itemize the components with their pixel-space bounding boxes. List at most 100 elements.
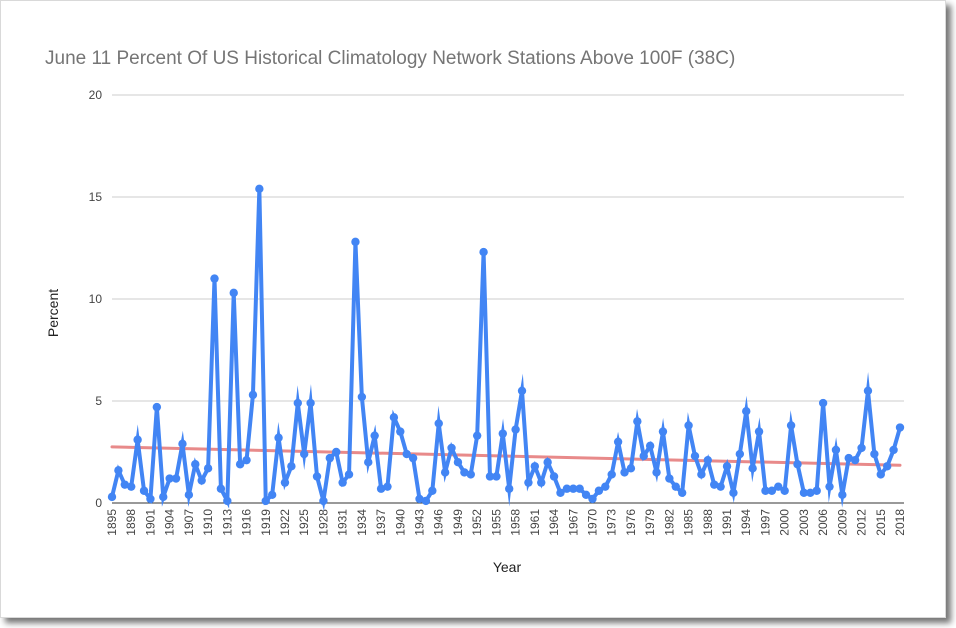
data-point — [818, 398, 828, 408]
x-tick-label: 1955 — [489, 509, 503, 536]
data-point — [511, 425, 520, 434]
data-point — [569, 484, 578, 493]
x-tick-label: 2012 — [855, 509, 869, 536]
y-tick-label: 15 — [89, 190, 103, 204]
data-point — [870, 449, 879, 459]
x-tick-label: 1928 — [316, 509, 330, 536]
data-point — [677, 488, 687, 497]
data-point — [127, 482, 136, 491]
data-point — [216, 484, 226, 493]
data-point — [466, 470, 475, 479]
data-point — [203, 464, 213, 473]
data-point — [742, 407, 751, 416]
data-point — [159, 492, 168, 502]
data-point — [235, 460, 245, 469]
data-point — [357, 392, 367, 402]
data-point — [684, 421, 693, 430]
data-point — [229, 288, 238, 298]
data-point — [139, 486, 149, 495]
y-tick-label: 10 — [89, 292, 103, 306]
data-point — [389, 413, 399, 422]
data-point — [786, 421, 796, 430]
data-point — [191, 460, 200, 469]
x-tick-label: 1988 — [701, 509, 715, 536]
data-point — [722, 462, 732, 471]
x-tick-label: 1922 — [278, 509, 292, 536]
data-point — [434, 419, 443, 428]
data-point — [620, 468, 629, 477]
x-tick-label: 2003 — [797, 509, 811, 536]
data-point — [697, 470, 706, 479]
data-point — [517, 386, 527, 395]
x-tick-label: 2018 — [893, 509, 907, 536]
x-tick-label: 1961 — [528, 509, 542, 536]
data-point — [178, 439, 187, 449]
data-point — [485, 472, 495, 481]
data-point — [850, 455, 860, 465]
data-point — [364, 458, 373, 467]
x-tick-label: 1895 — [105, 509, 119, 536]
data-point — [838, 490, 847, 500]
data-point — [882, 462, 892, 471]
data-point — [223, 496, 232, 506]
data-point — [537, 478, 546, 487]
x-tick-label: 1910 — [201, 509, 215, 536]
data-point — [645, 441, 655, 451]
data-point — [498, 429, 507, 438]
data-point — [613, 437, 623, 446]
gridlines — [112, 94, 904, 504]
x-tick-label: 2009 — [835, 509, 849, 536]
data-point — [383, 482, 392, 491]
x-tick-label: 1952 — [470, 509, 484, 536]
data-point — [652, 468, 661, 477]
data-point — [146, 494, 155, 504]
data-point — [588, 494, 597, 504]
data-point — [472, 431, 482, 440]
data-point — [338, 478, 347, 487]
data-point — [312, 472, 322, 481]
x-axis-ticks: 1895 1898 1901 1904 1907 1910 1913 1916 1919 1922… — [105, 509, 907, 536]
x-tick-label: 1976 — [624, 509, 638, 536]
data-point — [735, 449, 745, 459]
x-tick-label: 1973 — [605, 509, 619, 536]
data-point — [440, 468, 450, 477]
data-point — [524, 478, 533, 487]
data-point — [408, 453, 418, 463]
data-point — [549, 472, 559, 481]
data-point — [299, 449, 309, 459]
data-point — [248, 390, 258, 400]
x-tick-label: 1949 — [451, 509, 465, 536]
data-point — [633, 417, 642, 426]
data-point — [639, 451, 648, 461]
x-tick-label: 1934 — [355, 509, 369, 536]
data-point — [242, 455, 251, 465]
data-point — [748, 464, 757, 473]
y-tick-label: 5 — [95, 394, 102, 408]
data-point — [447, 443, 456, 453]
data-point — [806, 488, 815, 497]
data-point — [184, 490, 194, 500]
x-tick-label: 1907 — [182, 509, 196, 536]
data-point — [332, 447, 341, 457]
data-point — [370, 431, 379, 440]
data-point — [505, 484, 514, 493]
x-tick-label: 1898 — [124, 509, 138, 536]
x-tick-label: 1994 — [739, 509, 753, 536]
x-tick-label: 1901 — [143, 509, 157, 536]
data-point — [857, 443, 866, 453]
x-tick-label: 1970 — [585, 509, 599, 536]
x-tick-label: 1913 — [220, 509, 234, 536]
data-point — [556, 488, 565, 497]
x-tick-label: 1997 — [758, 509, 772, 536]
x-tick-label: 1979 — [643, 509, 657, 536]
x-tick-label: 1904 — [163, 509, 177, 536]
x-tick-label: 1943 — [413, 509, 427, 536]
data-point — [799, 488, 809, 497]
data-point — [274, 433, 283, 442]
data-point — [396, 427, 405, 436]
series-layer — [107, 184, 905, 511]
data-point — [793, 460, 802, 469]
data-point — [575, 484, 584, 493]
data-point — [780, 486, 789, 495]
data-point — [133, 435, 142, 444]
